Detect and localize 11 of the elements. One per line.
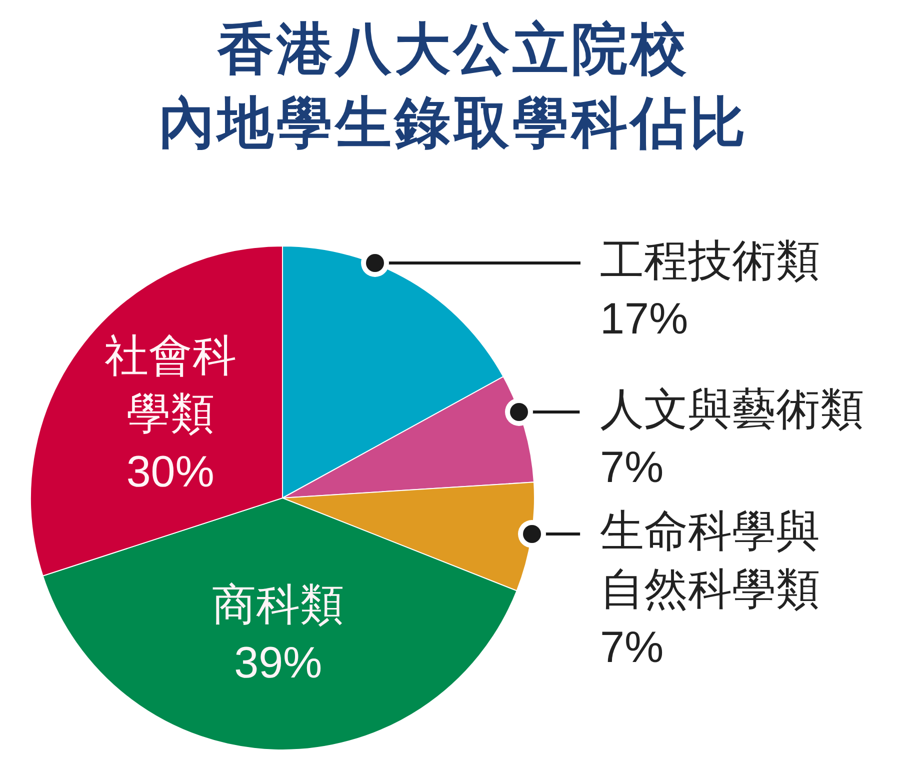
data-label: 7% (600, 623, 664, 672)
slice-label: 人文與藝術類 (600, 385, 864, 434)
chart-title: 香港八大公立院校內地學生錄取學科佔比 (158, 15, 750, 158)
data-label: 39% (234, 638, 322, 688)
data-label: 7% (600, 443, 664, 492)
data-label: 17% (600, 294, 688, 344)
slice-label: 工程技術類 (600, 236, 820, 286)
slice-label: 社會科學類 (104, 332, 236, 439)
slice-label: 生命科學與自然科學類 (600, 507, 820, 614)
data-label: 30% (126, 448, 214, 497)
slice-label: 商科類 (212, 580, 344, 630)
